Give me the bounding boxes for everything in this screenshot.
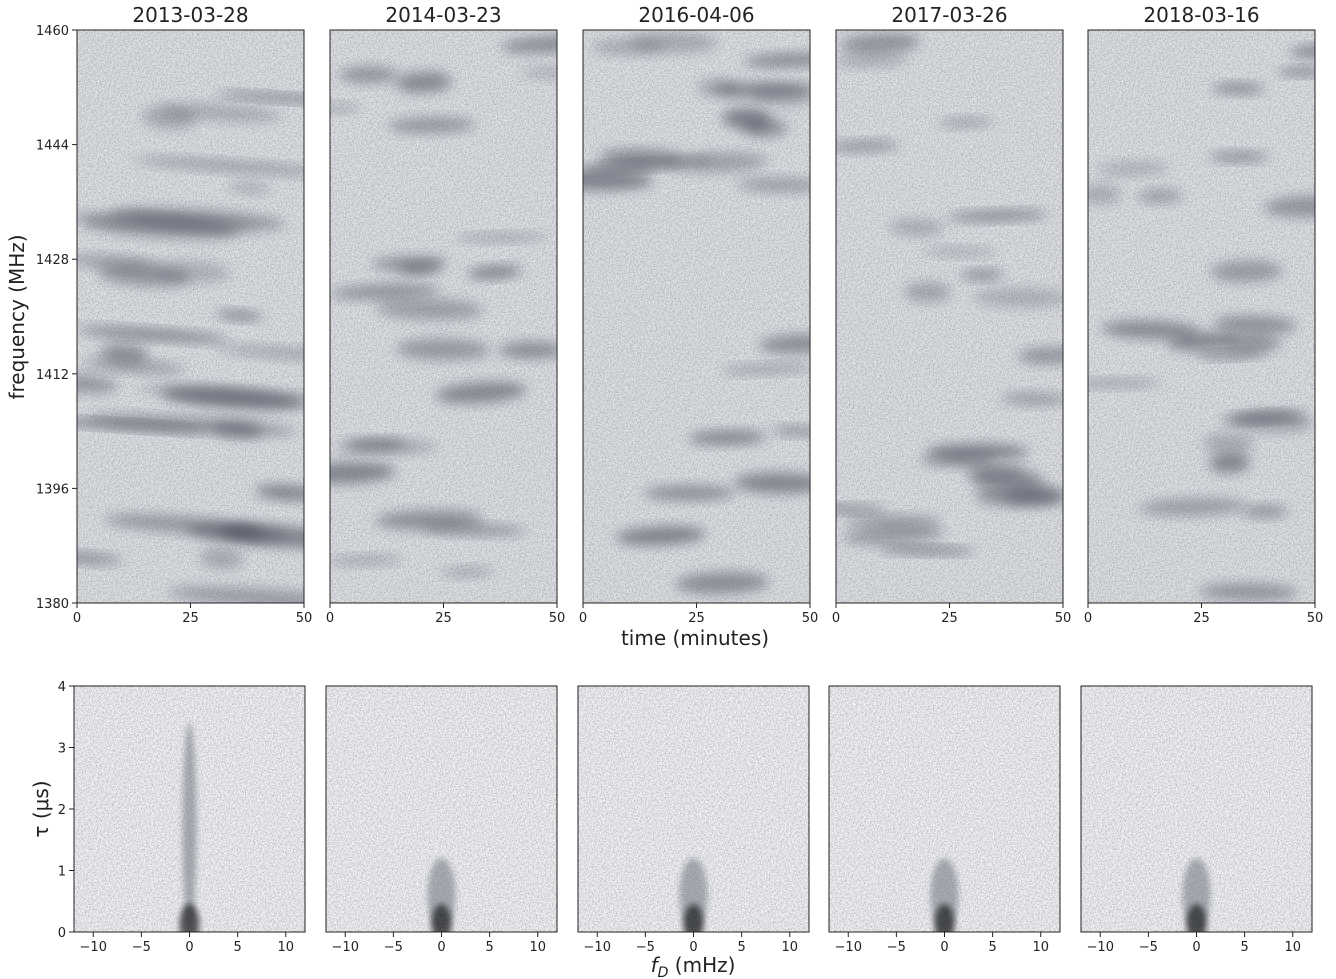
y-tick-label: 2 xyxy=(58,803,66,818)
y-tick-label: 1380 xyxy=(36,597,69,612)
noise xyxy=(829,686,1060,932)
noise xyxy=(1088,30,1315,603)
x-tick-label: 5 xyxy=(737,940,745,955)
image xyxy=(578,686,809,932)
panel-title: 2016-04-06 xyxy=(638,3,754,27)
noise xyxy=(1081,686,1312,932)
x-tick-label: 0 xyxy=(940,940,948,955)
x-tick-label: −10 xyxy=(80,940,107,955)
y-tick-label: 0 xyxy=(58,926,66,941)
x-tick-label: 5 xyxy=(988,940,996,955)
y-tick-label: 1 xyxy=(58,865,66,880)
panel-title: 2013-03-28 xyxy=(132,3,248,27)
x-tick-label: −5 xyxy=(384,940,403,955)
x-tick-label: −10 xyxy=(584,940,611,955)
panel-title: 2018-03-16 xyxy=(1143,3,1259,27)
panel-title: 2014-03-23 xyxy=(385,3,501,27)
x-tick-label: 0 xyxy=(1084,611,1092,626)
x-tick-label: 5 xyxy=(485,940,493,955)
noise xyxy=(326,686,557,932)
y-tick-label: 4 xyxy=(58,680,66,695)
x-tick-label: 0 xyxy=(832,611,840,626)
image xyxy=(74,686,305,932)
image xyxy=(836,30,1063,603)
x-tick-label: 25 xyxy=(1193,611,1210,626)
x-tick-label: −10 xyxy=(332,940,359,955)
x-tick-label: 10 xyxy=(529,940,546,955)
x-tick-label: 25 xyxy=(688,611,705,626)
x-axis-label: fD (mHz) xyxy=(651,953,736,979)
y-axis-label: τ (μs) xyxy=(29,780,53,837)
x-tick-label: 0 xyxy=(185,940,193,955)
y-tick-label: 1428 xyxy=(36,253,69,268)
x-tick-label: 10 xyxy=(781,940,798,955)
image xyxy=(326,686,557,932)
noise xyxy=(77,30,304,603)
noise xyxy=(583,30,810,603)
noise xyxy=(74,686,305,932)
x-tick-label: −10 xyxy=(1087,940,1114,955)
image xyxy=(583,30,810,603)
x-tick-label: 0 xyxy=(326,611,334,626)
x-tick-label: 10 xyxy=(1284,940,1301,955)
x-tick-label: 0 xyxy=(73,611,81,626)
y-tick-label: 1460 xyxy=(36,24,69,39)
x-tick-label: 10 xyxy=(1032,940,1049,955)
image xyxy=(1088,30,1315,603)
x-tick-label: 5 xyxy=(233,940,241,955)
x-tick-label: −5 xyxy=(1139,940,1158,955)
x-tick-label: −10 xyxy=(835,940,862,955)
x-tick-label: 0 xyxy=(689,940,697,955)
panel-title: 2017-03-26 xyxy=(891,3,1007,27)
x-tick-label: 0 xyxy=(437,940,445,955)
image xyxy=(829,686,1060,932)
y-tick-label: 1412 xyxy=(36,368,69,383)
x-tick-label: 50 xyxy=(1055,611,1072,626)
x-tick-label: 0 xyxy=(579,611,587,626)
x-tick-label: 25 xyxy=(182,611,199,626)
y-tick-label: 1396 xyxy=(36,482,69,497)
x-tick-label: 50 xyxy=(296,611,313,626)
image xyxy=(1081,686,1312,932)
x-tick-label: −5 xyxy=(132,940,151,955)
noise xyxy=(836,30,1063,603)
x-tick-label: 50 xyxy=(802,611,819,626)
noise xyxy=(330,30,557,603)
noise xyxy=(578,686,809,932)
x-tick-label: 10 xyxy=(277,940,294,955)
x-axis-label: time (minutes) xyxy=(621,626,769,650)
x-tick-label: 50 xyxy=(549,611,566,626)
image xyxy=(330,30,557,603)
x-tick-label: 25 xyxy=(941,611,958,626)
x-tick-label: −5 xyxy=(887,940,906,955)
image xyxy=(77,30,304,603)
x-tick-label: −5 xyxy=(636,940,655,955)
x-tick-label: 25 xyxy=(435,611,452,626)
x-tick-label: 50 xyxy=(1307,611,1324,626)
y-tick-label: 1444 xyxy=(36,139,69,154)
x-tick-label: 0 xyxy=(1192,940,1200,955)
y-tick-label: 3 xyxy=(58,742,66,757)
x-tick-label: 5 xyxy=(1240,940,1248,955)
y-axis-label: frequency (MHz) xyxy=(5,234,29,399)
